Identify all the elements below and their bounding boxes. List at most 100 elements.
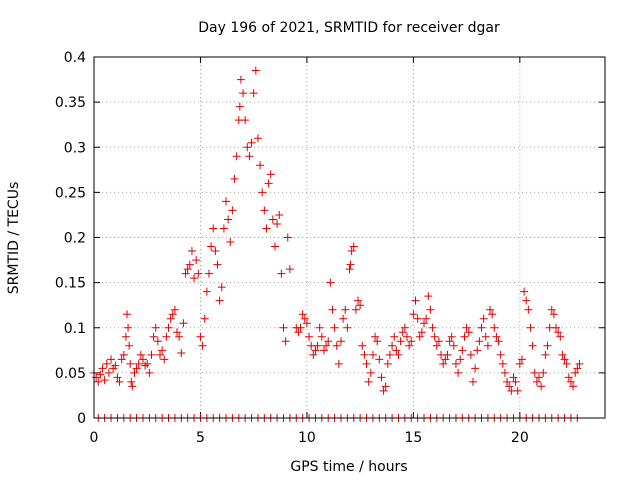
data-point xyxy=(160,355,169,364)
data-point xyxy=(377,373,386,382)
data-point xyxy=(356,301,365,310)
data-point xyxy=(311,346,320,355)
data-point xyxy=(226,238,235,247)
data-point xyxy=(102,359,111,368)
data-point xyxy=(277,269,286,278)
data-point xyxy=(477,323,486,332)
data-point xyxy=(362,359,371,368)
data-point xyxy=(479,314,488,323)
data-point xyxy=(100,376,109,385)
data-point xyxy=(253,134,262,143)
data-point xyxy=(158,346,167,355)
data-point xyxy=(432,341,441,350)
data-point xyxy=(215,296,224,305)
data-point xyxy=(490,323,499,332)
data-point xyxy=(371,332,380,341)
data-point xyxy=(168,310,177,319)
data-point xyxy=(319,346,328,355)
data-point xyxy=(190,274,199,283)
data-point xyxy=(520,287,529,296)
data-point xyxy=(394,350,403,359)
data-point xyxy=(458,346,467,355)
data-point xyxy=(104,368,113,377)
plot-frame xyxy=(93,56,606,419)
y-tick-label: 0.3 xyxy=(64,140,86,156)
data-point xyxy=(420,319,429,328)
data-point xyxy=(454,368,463,377)
data-point xyxy=(509,373,518,382)
data-point xyxy=(475,337,484,346)
data-point xyxy=(262,224,271,233)
data-point xyxy=(451,359,460,368)
data-point xyxy=(524,305,533,314)
data-point xyxy=(147,350,156,359)
data-point xyxy=(275,210,284,219)
data-point xyxy=(283,233,292,242)
data-point xyxy=(360,350,369,359)
data-point xyxy=(130,368,139,377)
data-point xyxy=(554,328,563,337)
data-point xyxy=(196,332,205,341)
data-point xyxy=(126,359,135,368)
data-point xyxy=(388,341,397,350)
data-point xyxy=(541,350,550,359)
y-tick-label: 0.4 xyxy=(64,50,86,66)
data-point xyxy=(94,377,103,386)
data-point xyxy=(119,350,128,359)
data-point xyxy=(125,341,134,350)
data-point xyxy=(409,310,418,319)
data-point xyxy=(317,332,326,341)
data-point xyxy=(209,224,218,233)
data-point xyxy=(573,364,582,373)
x-axis-label: GPS time / hours xyxy=(290,459,407,475)
data-point xyxy=(439,359,448,368)
data-point xyxy=(222,197,231,206)
data-point xyxy=(564,373,573,382)
data-point xyxy=(315,323,324,332)
data-point xyxy=(235,102,244,111)
data-point xyxy=(326,278,335,287)
data-point xyxy=(245,152,254,161)
data-point xyxy=(462,323,471,332)
data-point xyxy=(281,337,290,346)
data-point xyxy=(185,260,194,269)
data-point xyxy=(239,89,248,98)
data-point xyxy=(569,382,578,391)
data-point xyxy=(309,350,318,359)
data-point xyxy=(345,265,354,274)
x-tick-label: 15 xyxy=(404,430,422,446)
data-point xyxy=(503,377,512,386)
data-point xyxy=(181,269,190,278)
data-point xyxy=(552,323,561,332)
y-tick-label: 0.1 xyxy=(64,321,86,337)
data-point xyxy=(513,386,522,395)
data-point xyxy=(390,332,399,341)
data-point xyxy=(138,355,147,364)
data-point xyxy=(549,310,558,319)
data-point xyxy=(266,170,275,179)
data-point xyxy=(481,332,490,341)
data-point xyxy=(522,296,531,305)
data-point xyxy=(494,337,503,346)
data-point xyxy=(300,314,309,323)
data-point xyxy=(166,314,175,323)
data-point xyxy=(405,341,414,350)
data-point xyxy=(198,341,207,350)
data-point xyxy=(498,359,507,368)
data-point xyxy=(219,224,228,233)
data-point xyxy=(456,355,465,364)
x-tick-label: 10 xyxy=(298,430,316,446)
data-point xyxy=(268,215,277,224)
data-point xyxy=(488,310,497,319)
data-point xyxy=(407,337,416,346)
data-point xyxy=(258,188,267,197)
data-point xyxy=(473,346,482,355)
data-point xyxy=(336,337,345,346)
data-point xyxy=(113,373,122,382)
data-point xyxy=(537,382,546,391)
data-point xyxy=(241,116,250,125)
data-point xyxy=(556,332,565,341)
data-point xyxy=(328,305,337,314)
data-point xyxy=(134,359,143,368)
